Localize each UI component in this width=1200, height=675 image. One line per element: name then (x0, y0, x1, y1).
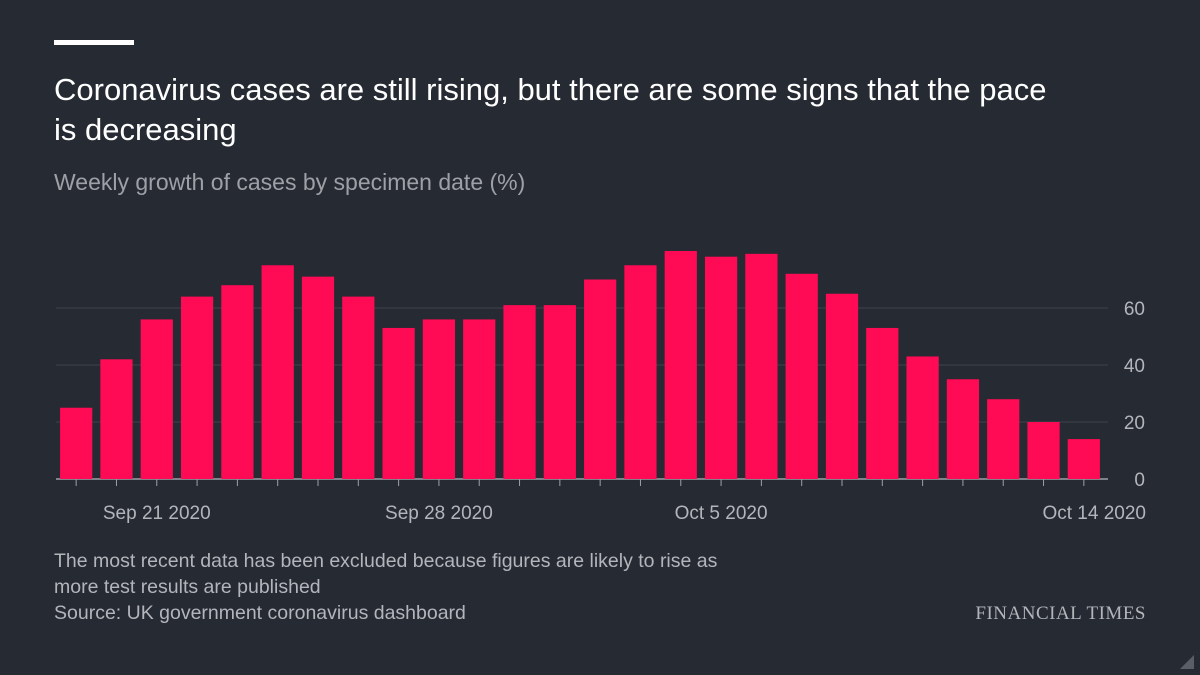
y-tick-label: 40 (1124, 356, 1145, 377)
bar-2020-10-11 (946, 379, 980, 479)
footnote-line-2: more test results are published (54, 576, 321, 598)
bar-2020-09-24 (261, 265, 294, 479)
bar-2020-10-10 (906, 356, 939, 479)
bar-2020-09-21 (140, 319, 173, 479)
bar-2020-09-25 (301, 276, 335, 479)
bar-2020-10-09 (866, 327, 899, 479)
bar-2020-10-03 (624, 265, 657, 479)
y-tick-label: 20 (1124, 413, 1145, 434)
bar-chart: 0 20 40 60 Sep 21 2020 Sep 28 2020 Oct 5 2020 O… (56, 251, 1146, 524)
bar-2020-10-02 (584, 279, 617, 479)
chart-title: Coronavirus cases are still rising, but … (54, 72, 1047, 147)
bar-2020-10-01 (543, 305, 576, 479)
top-accent-bar (54, 40, 134, 45)
y-tick-label: 0 (1134, 470, 1145, 491)
x-tick-label: Sep 21 2020 (103, 503, 211, 524)
bar-2020-10-08 (825, 293, 859, 479)
footnote-line-1: The most recent data has been excluded b… (54, 550, 718, 572)
bar-2020-10-06 (745, 253, 778, 479)
bar-2020-09-28 (422, 319, 456, 479)
x-tick-label: Sep 28 2020 (385, 503, 493, 524)
bar-2020-09-26 (342, 296, 375, 479)
bar-2020-09-20 (100, 359, 133, 479)
y-tick-label: 60 (1124, 299, 1145, 320)
bar-2020-10-12 (987, 399, 1020, 479)
source-line: Source: UK government coronavirus dashbo… (54, 602, 466, 624)
bar-2020-09-22 (180, 296, 214, 479)
x-tick-label: Oct 5 2020 (675, 503, 768, 524)
bar-2020-10-04 (664, 251, 697, 479)
x-tick-label: Oct 14 2020 (1042, 503, 1146, 524)
footnote: The most recent data has been excluded b… (54, 548, 914, 626)
bar-2020-10-05 (704, 256, 738, 479)
bar-2020-09-23 (221, 285, 254, 479)
bar-2020-09-19 (60, 407, 93, 479)
bar-2020-10-13 (1027, 422, 1060, 479)
ft-logo: FINANCIAL TIMES (975, 603, 1146, 624)
bar-2020-09-29 (463, 319, 496, 479)
bar-2020-10-07 (785, 273, 818, 479)
chart-subtitle: Weekly growth of cases by specimen date … (54, 169, 526, 195)
corner-marker-icon (1180, 655, 1194, 669)
bar-2020-09-27 (382, 327, 415, 479)
bar-2020-09-30 (503, 305, 536, 479)
bar-2020-10-14 (1067, 439, 1100, 479)
